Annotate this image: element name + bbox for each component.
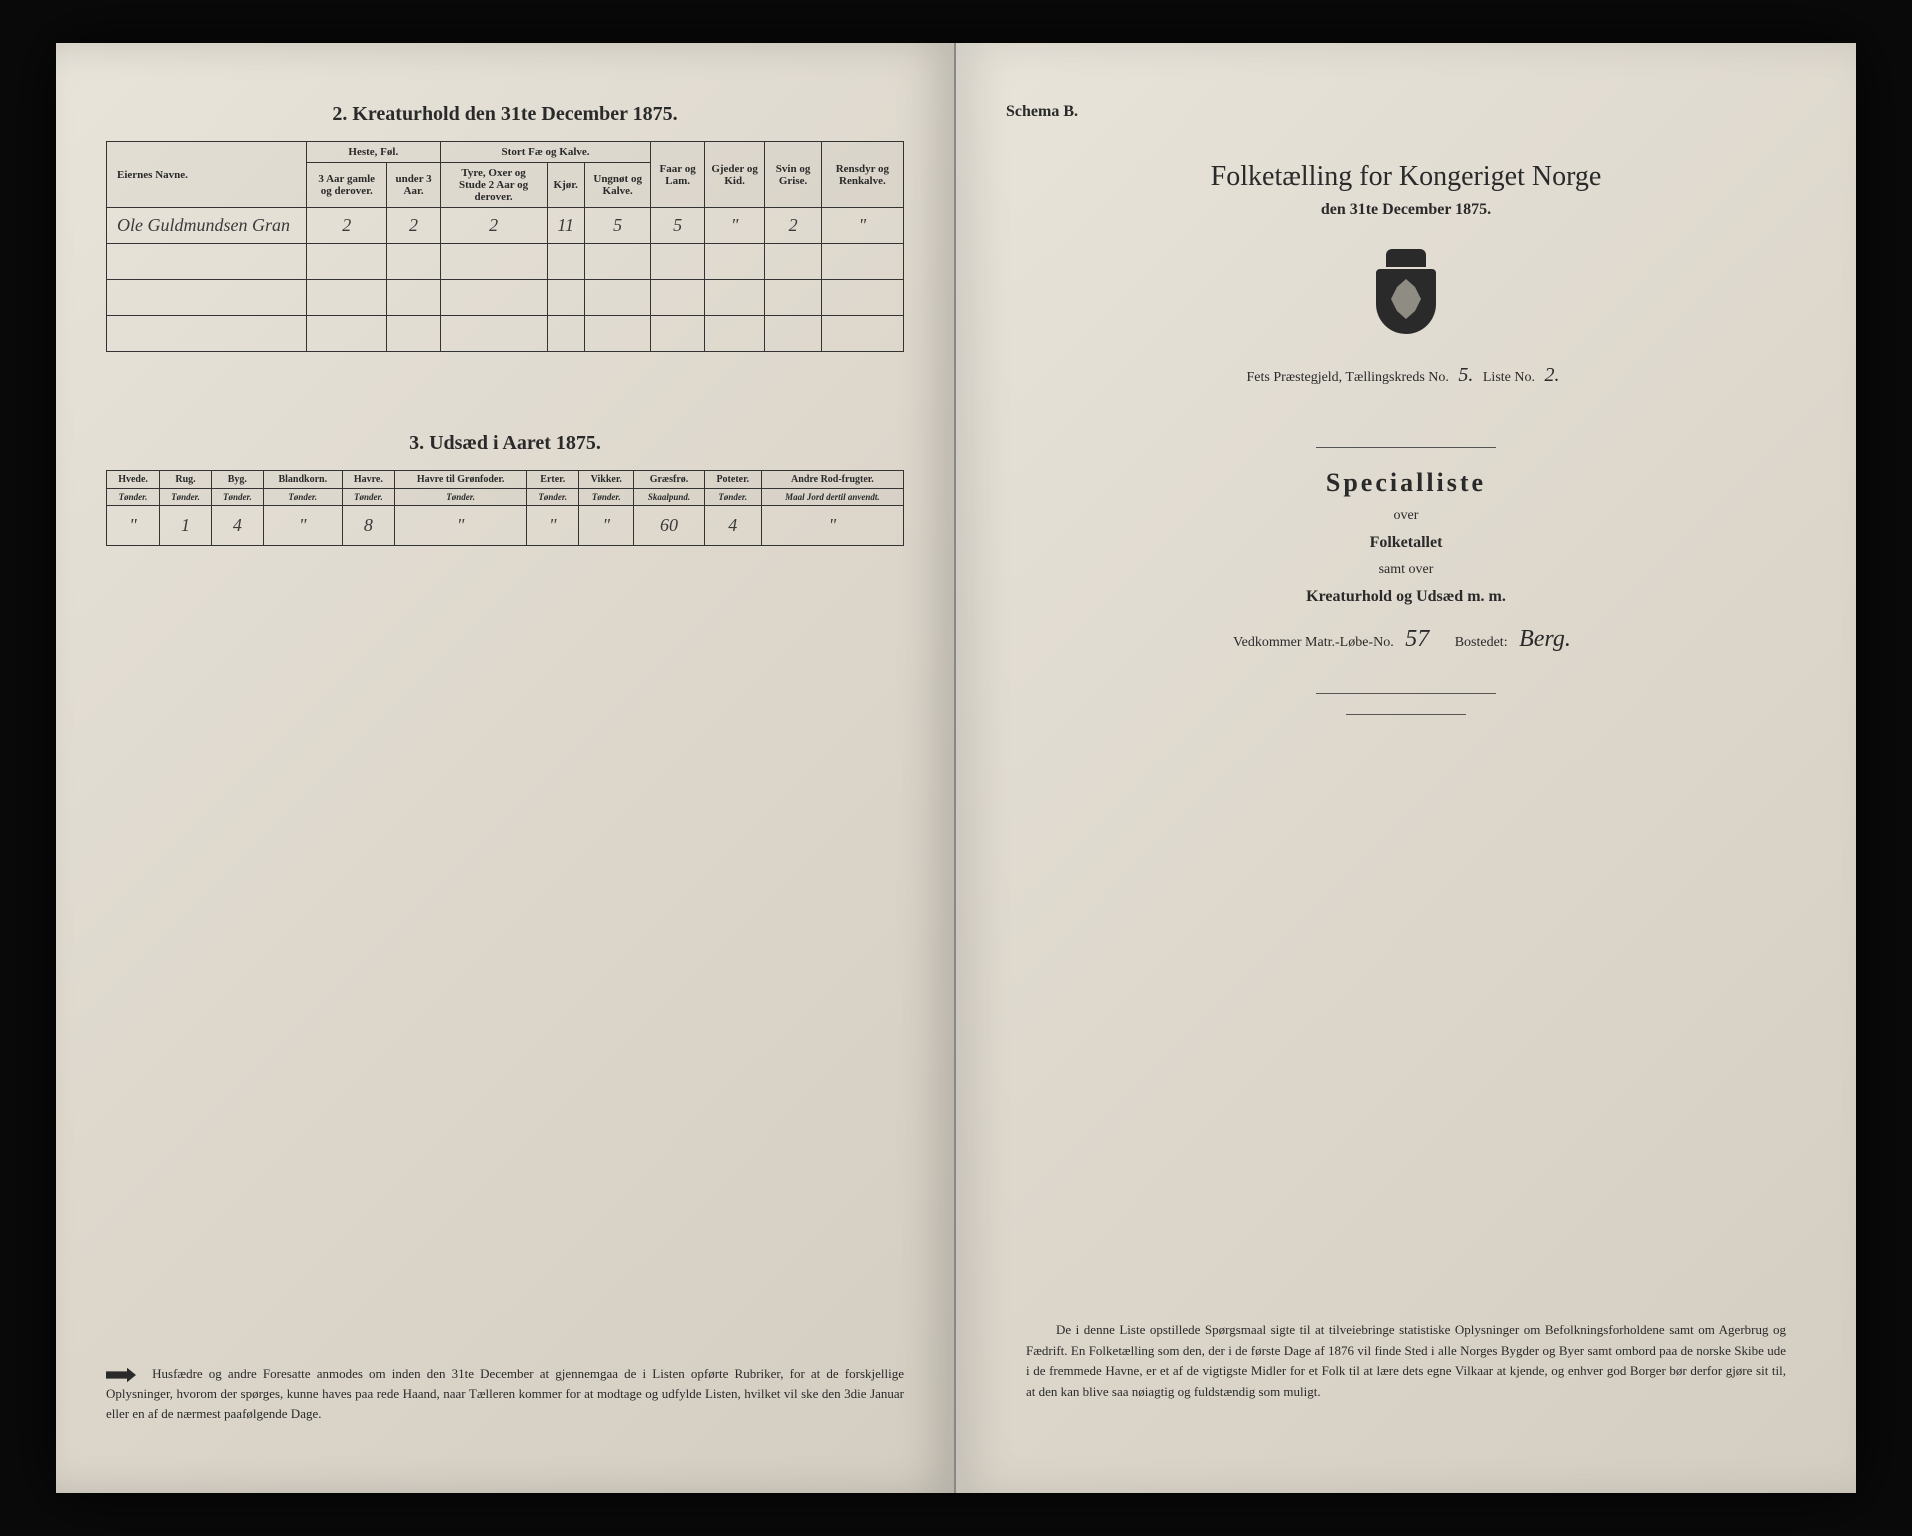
s3-8: Skaalpund.	[634, 489, 704, 506]
h3-6: Erter.	[527, 471, 579, 489]
subtitle: den 31te December 1875.	[1006, 201, 1806, 219]
col-goats: Gjeder og Kid.	[704, 142, 765, 208]
table2-title: 2. Kreaturhold den 31te December 1875.	[106, 103, 904, 126]
s3-2: Tønder.	[211, 489, 263, 506]
h3-10: Andre Rod-frugter.	[761, 471, 903, 489]
v3-7: "	[579, 506, 634, 546]
over-label: over	[1006, 508, 1806, 524]
district-line: Fets Præstegjeld, Tællingskreds No. 5. L…	[1006, 364, 1806, 387]
pointing-hand-icon	[106, 1366, 136, 1384]
val-1: 2	[387, 208, 440, 244]
matr-line: Vedkommer Matr.-Løbe-No. 57 Bostedet: Be…	[1006, 626, 1806, 653]
district-prefix: Fets Præstegjeld, Tællingskreds No.	[1247, 370, 1449, 385]
bottom-paragraph: De i denne Liste opstillede Spørgsmaal s…	[1026, 1320, 1786, 1403]
table-row	[107, 244, 904, 280]
table3-title: 3. Udsæd i Aaret 1875.	[106, 432, 904, 455]
samt-over: samt over	[1006, 562, 1806, 578]
seed-table: Hvede. Rug. Byg. Blandkorn. Havre. Havre…	[106, 470, 904, 546]
special-title: Specialliste	[1006, 468, 1806, 498]
h3-9: Poteter.	[704, 471, 761, 489]
v3-8: 60	[634, 506, 704, 546]
s3-6: Tønder.	[527, 489, 579, 506]
bostedet-label: Bostedet:	[1455, 635, 1508, 650]
h3-0: Hvede.	[107, 471, 160, 489]
group-header-horses: Heste, Føl.	[307, 142, 441, 163]
table-row: " 1 4 " 8 " " " 60 4 "	[107, 506, 904, 546]
s3-4: Tønder.	[342, 489, 394, 506]
v3-10: "	[761, 506, 903, 546]
footer-note: Husfædre og andre Foresatte anmodes om i…	[106, 1364, 904, 1423]
h3-8: Græsfrø.	[634, 471, 704, 489]
folketallet: Folketallet	[1006, 534, 1806, 552]
h3-2: Byg.	[211, 471, 263, 489]
bostedet: Berg.	[1519, 626, 1571, 652]
col-h1: 3 Aar gamle og derover.	[307, 163, 387, 208]
v3-4: 8	[342, 506, 394, 546]
liste-no: 2.	[1544, 364, 1559, 386]
col-c1: Tyre, Oxer og Stude 2 Aar og derover.	[440, 163, 547, 208]
val-2: 2	[440, 208, 547, 244]
h3-4: Havre.	[342, 471, 394, 489]
v3-1: 1	[160, 506, 212, 546]
matr-no: 57	[1405, 626, 1429, 652]
v3-3: "	[263, 506, 342, 546]
h3-3: Blandkorn.	[263, 471, 342, 489]
col-c2: Kjør.	[547, 163, 584, 208]
v3-9: 4	[704, 506, 761, 546]
schema-label: Schema B.	[1006, 103, 1806, 121]
val-3: 11	[547, 208, 584, 244]
val-0: 2	[307, 208, 387, 244]
liste-label: Liste No.	[1483, 370, 1535, 385]
s3-3: Tønder.	[263, 489, 342, 506]
divider	[1316, 693, 1496, 694]
val-6: "	[704, 208, 765, 244]
val-8: "	[821, 208, 903, 244]
left-page: 2. Kreaturhold den 31te December 1875. E…	[56, 43, 956, 1493]
v3-0: "	[107, 506, 160, 546]
district-no: 5.	[1458, 364, 1473, 386]
census-book: 2. Kreaturhold den 31te December 1875. E…	[56, 43, 1856, 1493]
table-row	[107, 316, 904, 352]
v3-6: "	[527, 506, 579, 546]
coat-of-arms-icon	[1371, 249, 1441, 334]
right-page: Schema B. Folketælling for Kongeriget No…	[956, 43, 1856, 1493]
v3-2: 4	[211, 506, 263, 546]
owner-header: Eiernes Navne.	[107, 142, 307, 208]
col-h2: under 3 Aar.	[387, 163, 440, 208]
val-5: 5	[651, 208, 704, 244]
val-4: 5	[584, 208, 651, 244]
v3-5: "	[394, 506, 526, 546]
kreaturhold: Kreaturhold og Udsæd m. m.	[1006, 588, 1806, 606]
s3-7: Tønder.	[579, 489, 634, 506]
table-row	[107, 280, 904, 316]
s3-10: Maal Jord dertil anvendt.	[761, 489, 903, 506]
s3-9: Tønder.	[704, 489, 761, 506]
s3-0: Tønder.	[107, 489, 160, 506]
col-pigs: Svin og Grise.	[765, 142, 821, 208]
s3-1: Tønder.	[160, 489, 212, 506]
h3-7: Vikker.	[579, 471, 634, 489]
divider	[1346, 714, 1466, 715]
val-7: 2	[765, 208, 821, 244]
col-sheep: Faar og Lam.	[651, 142, 704, 208]
group-header-cattle: Stort Fæ og Kalve.	[440, 142, 651, 163]
main-title: Folketælling for Kongeriget Norge	[1006, 161, 1806, 193]
matr-label: Vedkommer Matr.-Løbe-No.	[1233, 635, 1394, 650]
footer-text: Husfædre og andre Foresatte anmodes om i…	[106, 1366, 904, 1421]
livestock-table: Eiernes Navne. Heste, Føl. Stort Fæ og K…	[106, 141, 904, 352]
s3-5: Tønder.	[394, 489, 526, 506]
col-c3: Ungnøt og Kalve.	[584, 163, 651, 208]
h3-1: Rug.	[160, 471, 212, 489]
col-reindeer: Rensdyr og Renkalve.	[821, 142, 903, 208]
h3-5: Havre til Grønfoder.	[394, 471, 526, 489]
divider	[1316, 447, 1496, 448]
owner-name: Ole Guldmundsen Gran	[107, 208, 307, 244]
table-row: Ole Guldmundsen Gran 2 2 2 11 5 5 " 2 "	[107, 208, 904, 244]
